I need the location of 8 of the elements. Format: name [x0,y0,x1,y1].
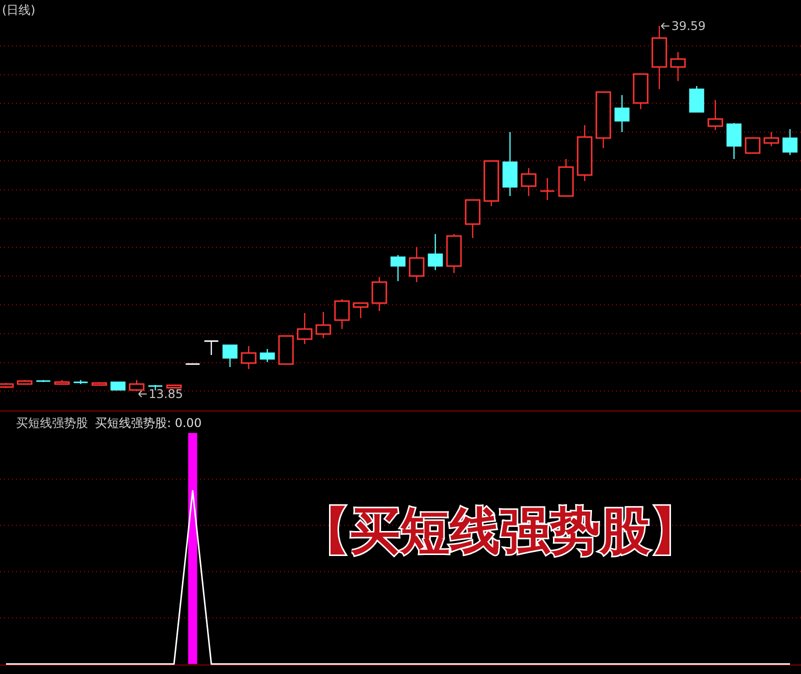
text: 买短线强势股: 0.00 [95,416,202,430]
chart-title: 买短线强势股 [16,416,88,430]
chart-title: (日线) [2,3,36,17]
note: 39.59 [660,19,706,33]
annotation: 【买短线强势股】 [300,502,700,560]
note: 13.85 [138,387,184,401]
annotation: 13.85 [148,387,184,401]
annotation: 39.59 [671,19,706,33]
